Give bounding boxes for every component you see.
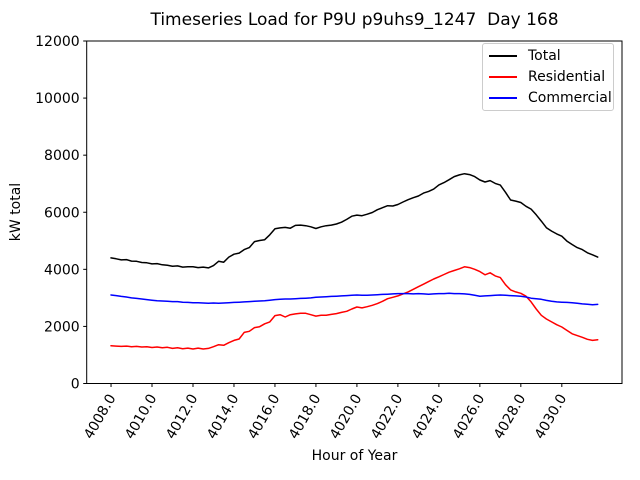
x-tick-label: 4010.0 [122,392,160,442]
x-tick-label: 4014.0 [204,392,242,442]
x-tick-label: 4018.0 [286,392,324,442]
x-tick-label: 4012.0 [163,392,201,442]
legend-label-commercial: Commercial [528,90,612,106]
legend-label-total: Total [528,48,561,64]
series-line-residential [110,266,599,350]
y-tick-label: 6000 [44,205,80,221]
x-axis-label: Hour of Year [311,448,398,464]
x-tick-label: 4008.0 [81,392,119,442]
series-line-total [110,172,599,269]
y-tick-label: 10000 [35,91,80,107]
y-tick-label: 12000 [35,34,80,50]
x-tick-label: 4020.0 [327,392,365,442]
x-tick-label: 4022.0 [368,392,406,442]
total-line-swatch [489,55,517,57]
x-tick-label: 4024.0 [409,392,447,442]
x-tick-label: 4028.0 [491,392,529,442]
legend-item-residential: Residential [489,69,607,85]
y-tick-label: 8000 [44,148,80,164]
legend-item-total: Total [489,48,607,64]
y-tick-label: 4000 [44,262,80,278]
legend-item-commercial: Commercial [489,90,612,106]
chart-title: Timeseries Load for P9U p9uhs9_1247 Day … [150,10,559,30]
commercial-line-swatch [489,97,517,99]
series-line-commercial [110,292,599,306]
y-tick-label: 2000 [44,319,80,335]
x-tick-label: 4026.0 [450,392,488,442]
legend-label-residential: Residential [528,69,606,85]
legend: Total Residential Commercial [482,43,614,111]
y-tick-label: 0 [71,377,80,393]
x-tick-label: 4016.0 [245,392,283,442]
x-tick-label: 4030.0 [532,392,570,442]
residential-line-swatch [489,76,517,78]
